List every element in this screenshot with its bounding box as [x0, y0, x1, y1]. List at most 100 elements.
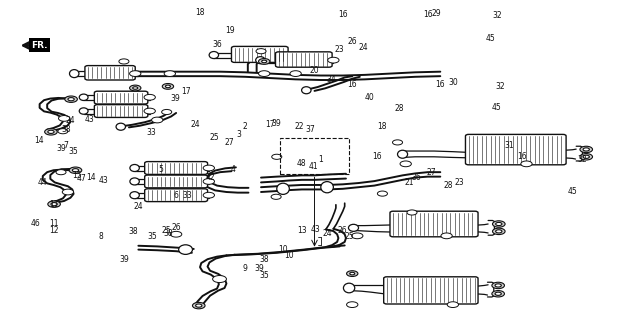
Circle shape — [45, 129, 57, 135]
Circle shape — [521, 161, 532, 167]
Circle shape — [352, 233, 363, 239]
Circle shape — [133, 87, 138, 89]
Circle shape — [259, 59, 270, 64]
Circle shape — [130, 85, 141, 91]
Text: 45: 45 — [567, 188, 577, 196]
Text: 42: 42 — [206, 173, 216, 182]
Circle shape — [213, 276, 226, 283]
Text: 1: 1 — [318, 156, 323, 164]
Text: 44: 44 — [38, 178, 48, 187]
Circle shape — [496, 222, 502, 226]
Text: 32: 32 — [492, 12, 502, 20]
Text: 3: 3 — [237, 130, 242, 139]
Ellipse shape — [255, 57, 265, 64]
Circle shape — [68, 98, 74, 101]
FancyBboxPatch shape — [94, 91, 148, 104]
Circle shape — [492, 291, 504, 297]
Text: 23: 23 — [335, 45, 345, 54]
Text: 7: 7 — [64, 141, 69, 150]
Text: 43: 43 — [84, 115, 94, 124]
Text: 22: 22 — [294, 122, 304, 131]
Text: 18: 18 — [377, 122, 387, 131]
FancyBboxPatch shape — [145, 189, 208, 202]
Text: 13: 13 — [297, 226, 307, 235]
Text: 38: 38 — [128, 228, 138, 236]
Text: 2: 2 — [243, 122, 248, 131]
Text: 43: 43 — [311, 225, 321, 234]
Circle shape — [58, 116, 70, 121]
Text: 41: 41 — [308, 162, 318, 171]
Circle shape — [583, 155, 589, 158]
Circle shape — [162, 84, 174, 89]
Ellipse shape — [79, 94, 88, 100]
Circle shape — [580, 146, 593, 153]
Circle shape — [130, 71, 141, 76]
Ellipse shape — [69, 69, 79, 77]
Ellipse shape — [321, 182, 333, 193]
Circle shape — [328, 57, 339, 63]
Circle shape — [51, 203, 57, 206]
Text: 15: 15 — [72, 172, 82, 180]
Circle shape — [203, 192, 214, 198]
Text: 34: 34 — [326, 76, 337, 84]
Text: 38: 38 — [259, 255, 269, 264]
Text: 28: 28 — [443, 181, 453, 190]
Text: 25: 25 — [209, 133, 219, 142]
Text: 45: 45 — [492, 103, 502, 112]
Circle shape — [495, 284, 501, 287]
Circle shape — [119, 59, 129, 64]
Circle shape — [407, 210, 417, 215]
Circle shape — [272, 154, 282, 159]
Circle shape — [377, 191, 387, 196]
Circle shape — [56, 170, 66, 175]
Circle shape — [164, 71, 175, 76]
Text: 36: 36 — [212, 40, 222, 49]
Circle shape — [347, 271, 358, 276]
Text: 35: 35 — [69, 148, 79, 156]
Text: 10: 10 — [284, 252, 294, 260]
Text: 43: 43 — [99, 176, 109, 185]
Text: 39: 39 — [119, 255, 129, 264]
Circle shape — [392, 140, 403, 145]
Circle shape — [65, 96, 77, 102]
Text: 39: 39 — [254, 264, 264, 273]
Ellipse shape — [398, 150, 408, 158]
Ellipse shape — [302, 87, 311, 94]
Text: 26: 26 — [171, 223, 181, 232]
Text: 16: 16 — [435, 80, 445, 89]
Ellipse shape — [348, 224, 359, 231]
Text: 9: 9 — [243, 264, 248, 273]
Text: 29: 29 — [431, 9, 441, 18]
Ellipse shape — [209, 52, 219, 59]
Text: 4: 4 — [230, 165, 235, 174]
Ellipse shape — [179, 245, 192, 254]
Text: 21: 21 — [404, 178, 414, 187]
Text: 25: 25 — [162, 226, 172, 235]
Text: 5: 5 — [158, 165, 163, 174]
Circle shape — [259, 71, 270, 76]
Text: 39: 39 — [272, 119, 282, 128]
Circle shape — [203, 179, 214, 184]
Circle shape — [62, 189, 74, 195]
Circle shape — [350, 272, 355, 275]
Text: 14: 14 — [86, 173, 96, 182]
Circle shape — [347, 302, 358, 308]
Circle shape — [580, 154, 593, 160]
Text: 26: 26 — [347, 37, 357, 46]
Circle shape — [271, 194, 281, 199]
Circle shape — [493, 221, 505, 227]
Text: 32: 32 — [577, 156, 587, 164]
Text: 28: 28 — [394, 104, 404, 113]
Text: 17: 17 — [181, 87, 191, 96]
Text: 10: 10 — [278, 245, 288, 254]
Text: 39: 39 — [170, 94, 180, 103]
Text: 27: 27 — [426, 168, 436, 177]
FancyBboxPatch shape — [145, 175, 208, 188]
Text: 24: 24 — [359, 44, 369, 52]
Text: 12: 12 — [48, 226, 58, 235]
Circle shape — [290, 71, 301, 76]
Text: 39: 39 — [56, 144, 66, 153]
Text: 37: 37 — [305, 125, 315, 134]
Text: 35: 35 — [259, 271, 269, 280]
Text: 20: 20 — [309, 66, 320, 75]
